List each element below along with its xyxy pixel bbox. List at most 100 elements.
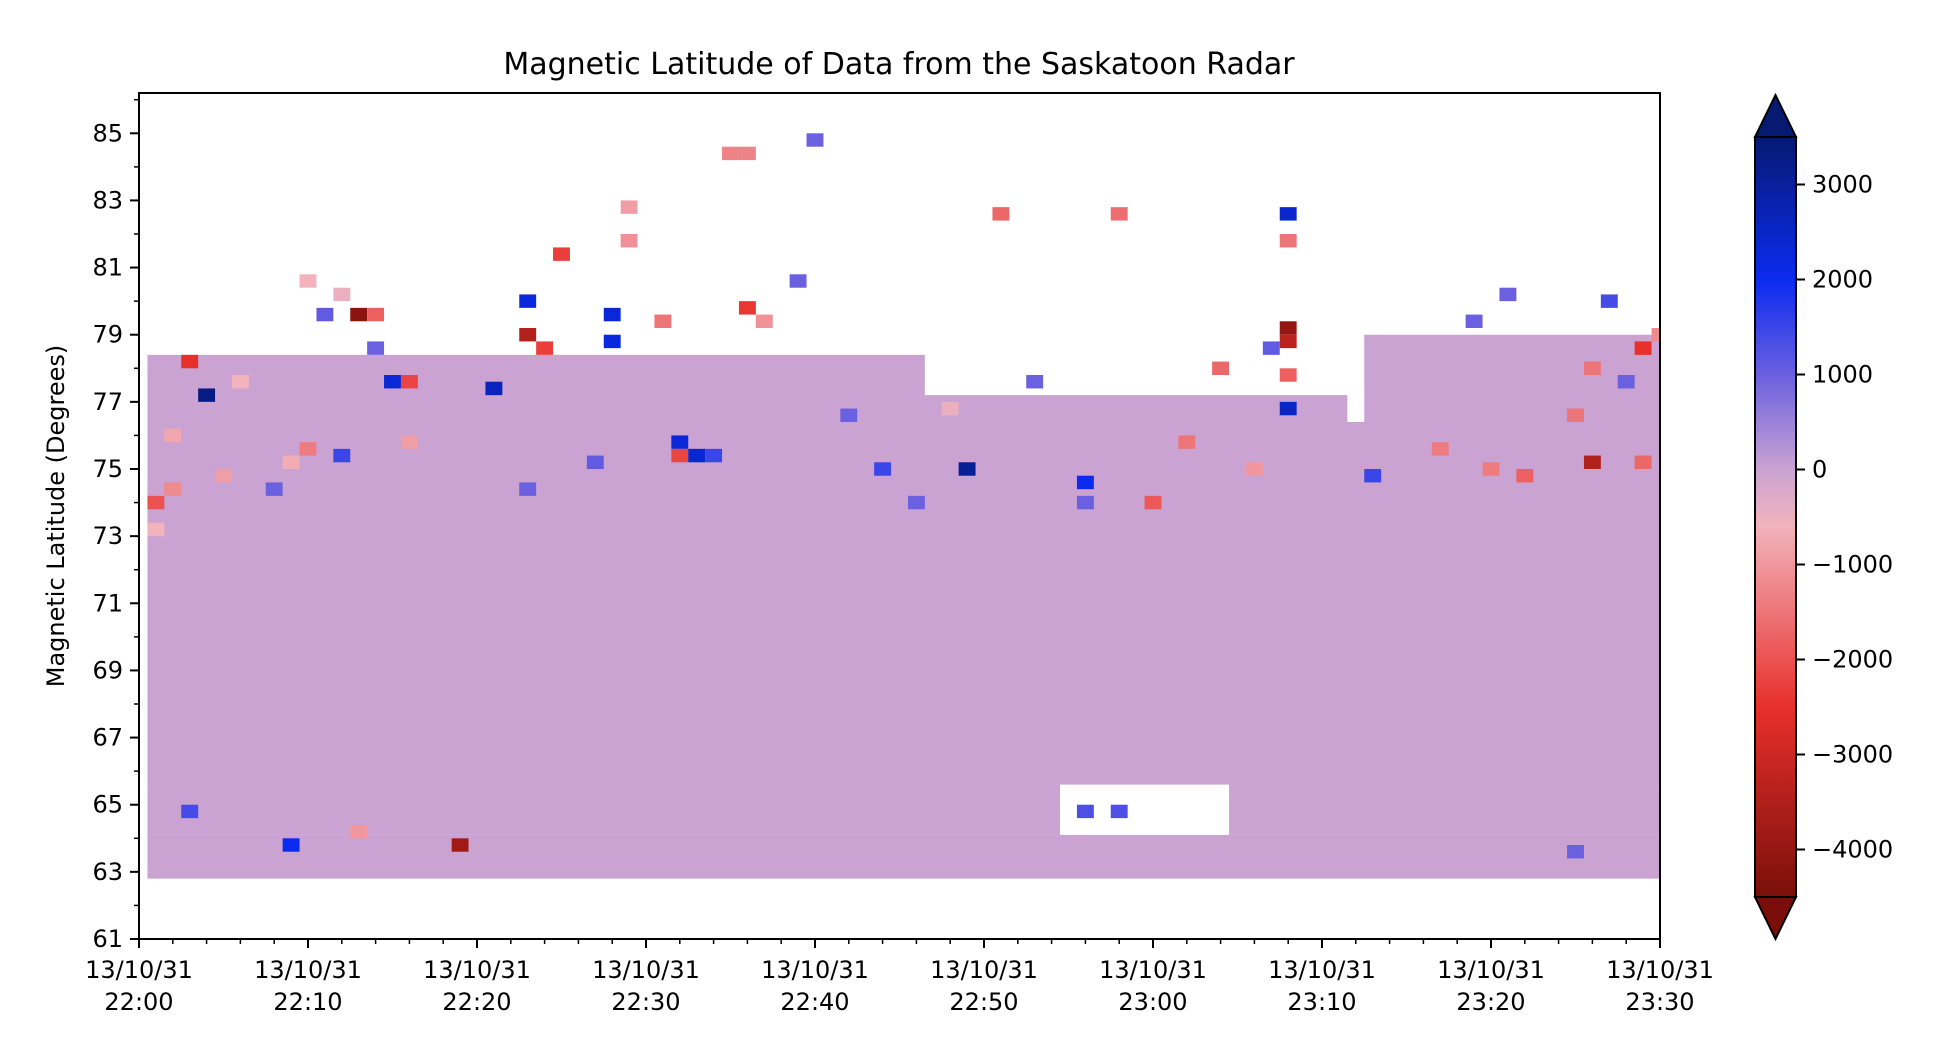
heatmap-cell <box>299 442 317 456</box>
colorbar-tick-label: 2000 <box>1812 266 1873 294</box>
heatmap-cell <box>451 838 469 852</box>
heatmap-cell <box>1279 401 1297 416</box>
heatmap-cell <box>1583 361 1601 375</box>
heatmap-cell <box>1583 455 1601 469</box>
heatmap-cell <box>907 495 925 510</box>
x-tick-label-date: 13/10/31 <box>1437 956 1545 984</box>
heatmap-region <box>147 784 1061 835</box>
y-tick-label: 67 <box>92 724 123 752</box>
heatmap-cell <box>519 482 537 496</box>
x-tick-label-date: 13/10/31 <box>761 956 869 984</box>
heatmap-cell <box>1651 328 1660 342</box>
heatmap-cell <box>181 804 199 819</box>
heatmap-cell <box>316 307 334 322</box>
y-tick-label: 85 <box>92 119 123 147</box>
heatmap-cell <box>620 200 638 214</box>
y-tick-label: 77 <box>92 388 123 416</box>
y-tick-label: 81 <box>92 254 123 282</box>
heatmap-cell <box>789 274 807 288</box>
heatmap-cell <box>147 522 165 537</box>
colorbar-tick-label: −3000 <box>1812 741 1893 769</box>
heatmap-cell <box>1600 294 1618 308</box>
x-tick-label-time: 22:30 <box>611 988 680 1016</box>
y-tick-label: 61 <box>92 925 123 953</box>
y-tick-label: 79 <box>92 321 123 349</box>
heatmap-cell <box>1634 455 1652 469</box>
heatmap-cells <box>147 133 1660 879</box>
plot-frame <box>138 92 1661 940</box>
x-tick-label-date: 13/10/31 <box>423 956 531 984</box>
heatmap-cell <box>215 469 232 483</box>
colorbar-tick-label: −2000 <box>1812 646 1893 674</box>
x-tick-label-time: 22:20 <box>442 988 511 1016</box>
y-tick-label: 73 <box>92 522 123 550</box>
heatmap-cell <box>705 448 723 463</box>
heatmap-cell <box>958 462 976 476</box>
heatmap-cell <box>654 314 672 328</box>
heatmap-cell <box>1634 341 1652 355</box>
heatmap-cell <box>1279 207 1297 221</box>
colorbar-gradient <box>1754 136 1797 898</box>
x-tick-label-date: 13/10/31 <box>254 956 362 984</box>
heatmap-region <box>147 834 1660 879</box>
x-tick-label-time: 23:00 <box>1118 988 1187 1016</box>
heatmap-cell <box>1110 207 1128 221</box>
heatmap-cell <box>1364 469 1382 483</box>
heatmap-cell <box>806 133 824 147</box>
heatmap-cell <box>1516 469 1534 483</box>
y-axis: 61 63 65 67 69 71 73 75 77 79 81 83 85 <box>92 98 139 953</box>
heatmap-cell <box>755 314 773 328</box>
heatmap-cell <box>282 838 300 852</box>
y-axis-label: Magnetic Latitude (Degrees) <box>42 345 70 688</box>
heatmap-cell <box>1178 435 1196 449</box>
colorbar-extend-bottom <box>1753 896 1798 942</box>
heatmap-cell <box>519 294 537 308</box>
colorbar-tick-label: 3000 <box>1812 171 1873 199</box>
x-tick-label-time: 22:50 <box>949 988 1018 1016</box>
x-tick-label-date: 13/10/31 <box>85 956 193 984</box>
x-tick-label-time: 23:20 <box>1456 988 1525 1016</box>
x-tick-label-date: 13/10/31 <box>592 956 700 984</box>
x-axis: 13/10/31 22:00 13/10/31 22:10 13/10/31 22:20 1… <box>85 939 1714 1016</box>
chart-title: Magnetic Latitude of Data from the Saska… <box>503 47 1295 82</box>
heatmap-cell <box>874 462 892 476</box>
heatmap-region <box>1229 784 1660 835</box>
heatmap-cell <box>198 388 216 402</box>
colorbar-extend-top <box>1753 92 1798 138</box>
heatmap-cell <box>603 307 621 322</box>
heatmap-cell <box>738 301 756 315</box>
heatmap-cell <box>1465 314 1483 328</box>
heatmap-cell <box>1567 408 1584 422</box>
heatmap-cell <box>367 341 385 355</box>
heatmap-cell <box>1279 234 1297 248</box>
colorbar-tick-label: −4000 <box>1812 836 1893 864</box>
heatmap-cell <box>1245 462 1263 476</box>
y-tick-label: 69 <box>92 656 123 684</box>
colorbar-tick-label: −1000 <box>1812 551 1893 579</box>
heatmap-cell <box>367 307 385 322</box>
y-tick-label: 65 <box>92 791 123 819</box>
x-tick-label-time: 23:10 <box>1287 988 1356 1016</box>
x-tick-label-date: 13/10/31 <box>1268 956 1376 984</box>
colorbar-tick-label: 0 <box>1812 456 1827 484</box>
heatmap-cell <box>282 455 300 469</box>
heatmap-cell <box>1076 495 1094 510</box>
heatmap-cell <box>1279 368 1297 382</box>
heatmap-cell <box>400 435 418 449</box>
heatmap-cell <box>738 146 756 161</box>
heatmap-cell <box>231 375 249 389</box>
heatmap-cell <box>333 287 351 302</box>
heatmap-cell <box>722 146 739 161</box>
y-tick-label: 83 <box>92 186 123 214</box>
heatmap-cell <box>671 448 689 463</box>
heatmap-cell <box>1212 361 1230 375</box>
heatmap-cell <box>671 435 689 449</box>
heatmap-cell <box>1110 804 1128 819</box>
x-tick-label-time: 22:10 <box>273 988 342 1016</box>
heatmap-cell <box>992 207 1010 221</box>
y-tick-label: 71 <box>92 589 123 617</box>
heatmap-cell <box>299 274 317 288</box>
heatmap-cell <box>1279 321 1297 335</box>
